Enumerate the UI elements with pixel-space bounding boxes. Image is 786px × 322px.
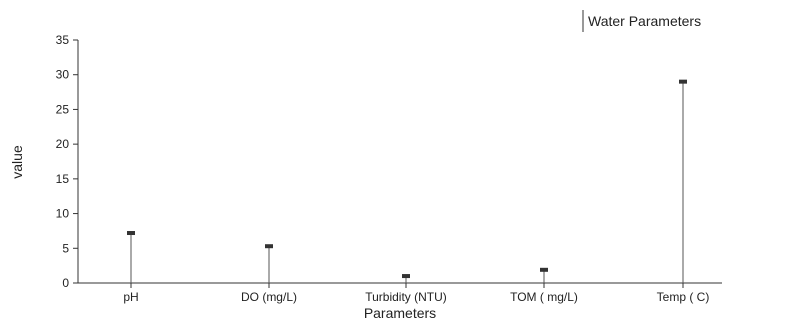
x-ticks: pH DO (mg/L) Turbidity (NTU) TOM ( mg/L) Tem… bbox=[123, 283, 709, 304]
y-tick-label: 5 bbox=[62, 241, 69, 255]
x-tick-label: TOM ( mg/L) bbox=[510, 290, 578, 304]
x-tick-label: Temp ( C) bbox=[657, 290, 710, 304]
x-tick-label: Turbidity (NTU) bbox=[365, 290, 447, 304]
legend: Water Parameters bbox=[582, 10, 701, 32]
y-tick-label: 20 bbox=[56, 137, 70, 151]
y-tick-label: 15 bbox=[56, 172, 70, 186]
y-ticks: 0 5 10 15 20 25 30 35 bbox=[56, 33, 78, 290]
axes bbox=[77, 40, 722, 284]
y-tick-label: 30 bbox=[56, 68, 70, 82]
x-tick-label: pH bbox=[123, 290, 138, 304]
y-tick-label: 10 bbox=[56, 207, 70, 221]
data-point bbox=[127, 231, 135, 236]
y-axis-title: value bbox=[9, 145, 25, 179]
x-tick-label: DO (mg/L) bbox=[241, 290, 297, 304]
y-tick-label: 35 bbox=[56, 33, 70, 47]
legend-label: Water Parameters bbox=[588, 13, 701, 29]
data-point bbox=[540, 267, 548, 272]
y-tick-label: 0 bbox=[62, 276, 69, 290]
x-axis-title: Parameters bbox=[364, 305, 436, 321]
data-point bbox=[402, 274, 410, 279]
data-point bbox=[679, 79, 687, 84]
data-point bbox=[265, 244, 273, 249]
y-tick-label: 25 bbox=[56, 102, 70, 116]
data-marks bbox=[127, 79, 687, 283]
